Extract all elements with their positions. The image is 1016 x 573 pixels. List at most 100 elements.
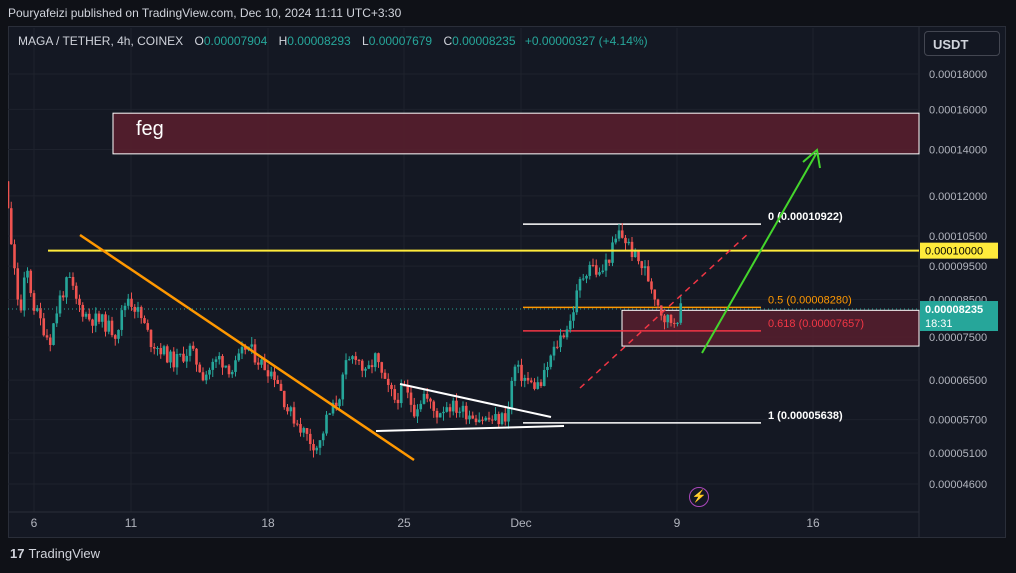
ohlc-legend: MAGA / TETHER, 4h, COINEX O0.00007904 H0… xyxy=(18,34,648,48)
candle-body xyxy=(263,359,267,371)
candle-body xyxy=(120,310,124,330)
candle-body xyxy=(227,365,231,375)
candle-body xyxy=(130,298,133,307)
candle-body xyxy=(494,414,497,421)
candle-body xyxy=(354,356,358,360)
y-tick-label: 0.00005100 xyxy=(929,448,987,460)
candle-body xyxy=(240,347,244,354)
candle-body xyxy=(328,413,332,415)
y-tick-label: 0.00005700 xyxy=(929,415,987,427)
candle-body xyxy=(507,407,510,422)
candle-body xyxy=(100,314,104,322)
candle-body xyxy=(204,374,208,381)
candle-body xyxy=(221,356,224,368)
candle-body xyxy=(149,329,153,348)
candle-body xyxy=(552,346,556,356)
candle-body xyxy=(497,414,501,425)
triangle-lower xyxy=(375,425,565,432)
candle-body xyxy=(481,419,484,421)
lightning-icon[interactable]: ⚡ xyxy=(689,487,709,507)
candle-body xyxy=(630,241,634,258)
x-tick-label: 11 xyxy=(125,516,138,530)
fib-label-1: 1 (0.00005638) xyxy=(768,410,843,422)
candle-body xyxy=(136,307,140,312)
candle-body xyxy=(211,361,215,370)
candle-body xyxy=(601,270,605,273)
candle-body xyxy=(113,335,117,339)
candle-body xyxy=(562,335,566,338)
candle-body xyxy=(468,415,471,420)
candle-body xyxy=(208,369,211,375)
close-key: C xyxy=(443,34,453,48)
candle-body xyxy=(373,353,377,368)
candle-body xyxy=(656,299,660,306)
candle-body xyxy=(624,237,627,244)
candle-body xyxy=(458,411,462,413)
candle-body xyxy=(484,417,488,421)
candle-body xyxy=(627,241,631,244)
x-tick-label: 6 xyxy=(31,516,38,530)
tradingview-footer[interactable]: 17 TradingView xyxy=(10,546,100,561)
candle-body xyxy=(139,307,143,319)
candle-body xyxy=(614,238,618,243)
fib-label-0.618: 0.618 (0.00007657) xyxy=(768,318,864,330)
candle-body xyxy=(58,295,62,314)
candle-body xyxy=(107,320,111,332)
candle-body xyxy=(442,411,445,414)
candle-body xyxy=(302,428,306,433)
candle-body xyxy=(536,382,540,389)
candle-body xyxy=(435,410,439,418)
candle-body xyxy=(637,250,640,262)
candle-body xyxy=(273,371,276,380)
candle-body xyxy=(646,266,650,282)
candle-body xyxy=(575,290,579,313)
candle-body xyxy=(48,337,52,345)
candle-body xyxy=(35,308,39,311)
close-value: 0.00008235 xyxy=(452,34,516,48)
candle-body xyxy=(520,364,523,381)
zone-label: feg xyxy=(136,118,164,140)
candle-body xyxy=(172,351,176,368)
candle-body xyxy=(156,348,159,350)
candle-body xyxy=(331,402,335,414)
candle-body xyxy=(432,401,436,411)
candle-body xyxy=(94,313,98,326)
candle-body xyxy=(299,424,302,433)
candle-body xyxy=(110,320,114,336)
candle-body xyxy=(305,428,309,434)
target-arrow-line xyxy=(701,153,817,354)
y-tick-label: 0.00007500 xyxy=(929,332,987,344)
candle-body xyxy=(286,407,289,412)
y-tick-label: 0.00009500 xyxy=(929,261,987,273)
candle-body xyxy=(581,278,585,280)
candle-body xyxy=(39,308,42,319)
candle-body xyxy=(16,268,20,300)
candle-body xyxy=(22,277,26,311)
candle-body xyxy=(390,384,393,390)
candle-body xyxy=(572,312,575,321)
candle-body xyxy=(334,402,338,407)
candle-body xyxy=(422,393,426,404)
low-value: 0.00007679 xyxy=(368,34,433,48)
symbol-label[interactable]: MAGA / TETHER, 4h, COINEX xyxy=(18,34,184,48)
candle-body xyxy=(159,348,163,355)
candle-body xyxy=(653,289,657,300)
price-chart[interactable]: 6 11 18 25 Dec 9 16 0.00018000 0.00016000 0.00014… xyxy=(8,26,1006,538)
candle-body xyxy=(367,365,371,369)
candle-body xyxy=(425,393,429,399)
candle-body xyxy=(650,281,653,290)
publisher-text: Pouryafeizi published on TradingView.com… xyxy=(8,6,402,20)
fib-label-0.5: 0.5 (0.00008280) xyxy=(768,294,852,306)
candle-body xyxy=(318,440,322,448)
candle-body xyxy=(169,351,172,363)
candle-body xyxy=(549,355,553,367)
candle-body xyxy=(338,399,341,407)
candle-body xyxy=(84,313,88,317)
x-tick-label: 9 xyxy=(674,516,681,530)
candle-body xyxy=(325,414,328,434)
candle-body xyxy=(386,378,390,385)
candle-body xyxy=(74,285,78,299)
low-key: L xyxy=(362,34,369,48)
candle-body xyxy=(510,380,514,408)
currency-button[interactable]: USDT xyxy=(924,31,1000,56)
